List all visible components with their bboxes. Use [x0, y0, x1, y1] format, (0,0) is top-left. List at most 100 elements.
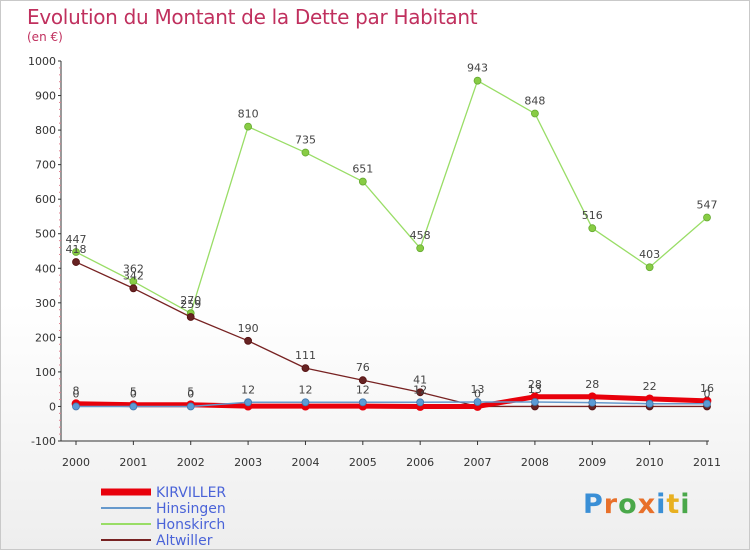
data-label-altwiller: 76	[356, 361, 370, 374]
data-point-altwiller	[416, 388, 425, 397]
y-tick-label: 800	[35, 124, 56, 137]
series-line-kirviller	[75, 394, 708, 409]
data-point-honskirch	[645, 263, 654, 272]
data-label-altwiller: 111	[295, 349, 316, 362]
y-tick-label: 500	[35, 228, 56, 241]
x-tick-label: 2000	[62, 456, 90, 469]
logo-letter: o	[618, 489, 638, 520]
x-tick-label: 2010	[636, 456, 664, 469]
data-label-altwiller: 342	[123, 269, 144, 282]
data-point-honskirch	[531, 109, 539, 118]
data-label-honskirch: 943	[467, 62, 488, 75]
data-label-hinsingen: 13	[471, 383, 485, 396]
data-point-hinsingen	[358, 398, 367, 407]
y-tick-label: 900	[35, 90, 56, 103]
logo-letter: t	[666, 489, 681, 520]
x-tick-label: 2002	[177, 456, 205, 469]
y-tick-label: 400	[35, 262, 56, 275]
data-label-hinsingen: 0	[130, 387, 137, 400]
data-point-hinsingen	[301, 398, 310, 407]
data-label-altwiller: 190	[238, 322, 259, 335]
data-label-honskirch: 458	[410, 229, 431, 242]
logo-letter: r	[603, 489, 619, 520]
data-point-altwiller	[72, 258, 80, 266]
legend-label-kirviller: KIRVILLER	[156, 485, 226, 501]
data-label-altwiller: 418	[66, 243, 87, 256]
data-label-kirviller: 22	[643, 380, 657, 393]
logo-letter: P	[583, 489, 604, 520]
x-tick-label: 2007	[464, 456, 492, 469]
data-point-hinsingen	[129, 402, 138, 411]
x-tick-label: 2005	[349, 456, 377, 469]
data-point-honskirch	[358, 177, 367, 186]
y-tick-label: 100	[35, 366, 56, 379]
series-line-altwiller	[75, 261, 707, 408]
data-point-hinsingen	[703, 399, 711, 408]
data-point-altwiller	[358, 376, 367, 385]
data-label-honskirch: 516	[582, 209, 603, 222]
legend-label-hinsingen: Hinsingen	[156, 501, 226, 517]
logo-letter: i	[680, 489, 691, 520]
data-point-hinsingen	[473, 398, 482, 406]
data-point-altwiller	[129, 284, 138, 293]
data-label-honskirch: 547	[697, 198, 718, 211]
data-label-honskirch: 447	[66, 233, 87, 246]
data-point-hinsingen	[72, 402, 80, 411]
x-tick-label: 2001	[119, 456, 147, 469]
data-point-honskirch	[416, 244, 425, 253]
data-label-altwiller: 259	[180, 298, 201, 311]
data-label-altwiller: 41	[413, 373, 427, 386]
data-point-altwiller	[301, 364, 310, 373]
data-point-altwiller	[186, 313, 195, 321]
data-point-hinsingen	[186, 402, 195, 411]
data-label-honskirch: 403	[639, 248, 660, 261]
y-tick-label: 700	[35, 159, 56, 172]
y-tick-label: 1000	[28, 55, 56, 68]
data-label-honskirch: 270	[180, 294, 201, 307]
data-point-honskirch	[301, 148, 310, 157]
data-label-hinsingen: 12	[241, 383, 255, 396]
legend-label-honskirch: Honskirch	[156, 517, 225, 533]
data-label-altwiller: 0	[474, 387, 481, 400]
x-tick-label: 2006	[406, 456, 434, 469]
y-tick-label: -100	[31, 435, 56, 448]
data-point-hinsingen	[531, 398, 539, 406]
series-line-hinsingen	[76, 401, 707, 408]
y-tick-label: 600	[35, 193, 56, 206]
data-label-kirviller: 28	[585, 378, 599, 391]
data-label-hinsingen: 12	[356, 383, 370, 396]
data-point-honskirch	[588, 224, 597, 233]
data-label-honskirch: 810	[238, 108, 259, 121]
chart-title: Evolution du Montant de la Dette par Hab…	[27, 5, 478, 29]
data-label-honskirch: 651	[352, 163, 373, 176]
data-point-honskirch	[72, 248, 80, 256]
series-line-honskirch	[75, 80, 708, 314]
data-label-honskirch: 848	[524, 95, 545, 108]
logo-letter: i	[656, 489, 667, 520]
data-label-hinsingen: 0	[187, 387, 194, 400]
data-label-kirviller: 5	[187, 386, 194, 399]
legend-label-altwiller: Altwiller	[156, 533, 213, 549]
data-label-honskirch: 362	[123, 262, 144, 275]
data-point-hinsingen	[244, 398, 252, 407]
data-point-hinsingen	[416, 398, 425, 407]
data-label-kirviller: 5	[130, 386, 137, 399]
x-tick-label: 2011	[693, 456, 721, 469]
data-label-hinsingen: 12	[298, 383, 312, 396]
y-tick-label: 300	[35, 297, 56, 310]
data-point-honskirch	[703, 213, 711, 222]
data-label-kirviller: 16	[700, 382, 714, 395]
x-tick-label: 2004	[291, 456, 319, 469]
data-point-honskirch	[473, 76, 482, 85]
y-tick-label: 0	[49, 400, 56, 413]
data-label-kirviller: 28	[528, 378, 542, 391]
data-point-hinsingen	[588, 398, 597, 407]
y-tick-label: 200	[35, 331, 56, 344]
data-point-hinsingen	[645, 399, 654, 408]
data-point-altwiller	[244, 336, 252, 345]
proxiti-logo: Proxiti	[583, 489, 691, 520]
data-label-kirviller: 8	[73, 385, 80, 398]
